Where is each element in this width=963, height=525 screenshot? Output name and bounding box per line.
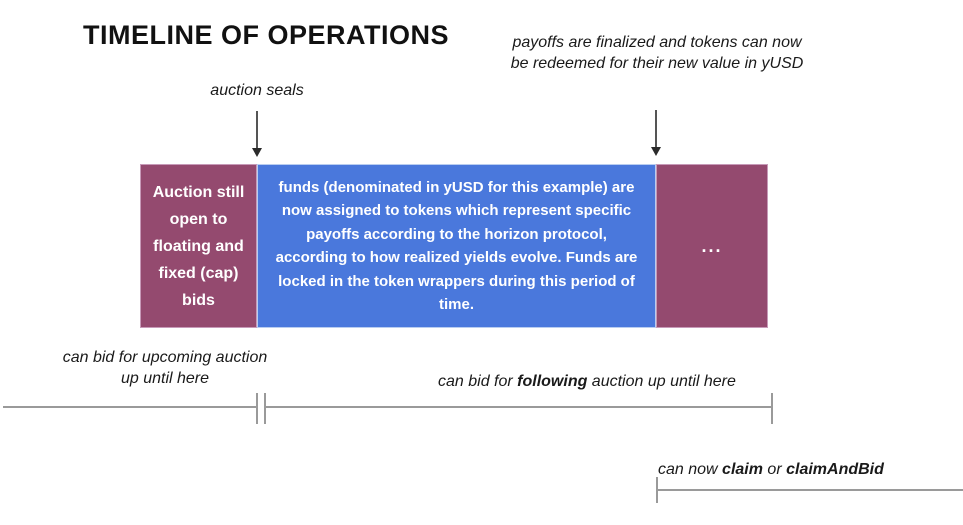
segment-funds-locked: funds (denominated in yUSD for this exam… (257, 164, 656, 328)
arrow-head (252, 148, 262, 157)
claim-range-line (657, 489, 963, 491)
following-bid-label-bold: following (517, 373, 588, 390)
segment-auction-open: Auction still open to floating and fixed… (140, 164, 257, 328)
following-bid-label-post: auction up until here (587, 373, 736, 390)
upcoming-bid-range-end-tick (256, 393, 258, 424)
arrow-shaft (655, 110, 657, 147)
arrow-head (651, 147, 661, 156)
following-bid-label: can bid for following auction up until h… (438, 371, 736, 392)
claim-label-pre: can now (658, 461, 723, 478)
auction-seals-label: auction seals (210, 82, 304, 99)
claim-label-or: or (762, 461, 787, 478)
following-bid-range-start-tick (264, 393, 266, 424)
page-title: TIMELINE OF OPERATIONS (83, 20, 450, 50)
following-bid-label-pre: can bid for (438, 373, 518, 390)
segment-auction-open-label: Auction still open to floating and fixed… (152, 183, 245, 309)
following-bid-range-end-tick (771, 393, 773, 424)
arrow-shaft (256, 111, 258, 148)
segment-next-period: ... (656, 164, 768, 328)
timeline-bar: Auction still open to floating and fixed… (140, 164, 768, 328)
claim-range-start-tick (656, 477, 658, 503)
upcoming-bid-label: can bid for upcoming auction up until he… (62, 349, 268, 387)
upcoming-bid-range-line (3, 406, 256, 408)
claim-label-claim: claim (722, 461, 763, 478)
claim-label-claimandbid: claimAndBid (786, 461, 884, 478)
segment-funds-locked-label: funds (denominated in yUSD for this exam… (275, 178, 638, 314)
payoffs-finalized-label: payoffs are finalized and tokens can now… (510, 34, 804, 72)
following-bid-range-line (265, 406, 772, 408)
claim-label: can now claim or claimAndBid (658, 459, 884, 480)
segment-next-period-label: ... (701, 235, 723, 256)
